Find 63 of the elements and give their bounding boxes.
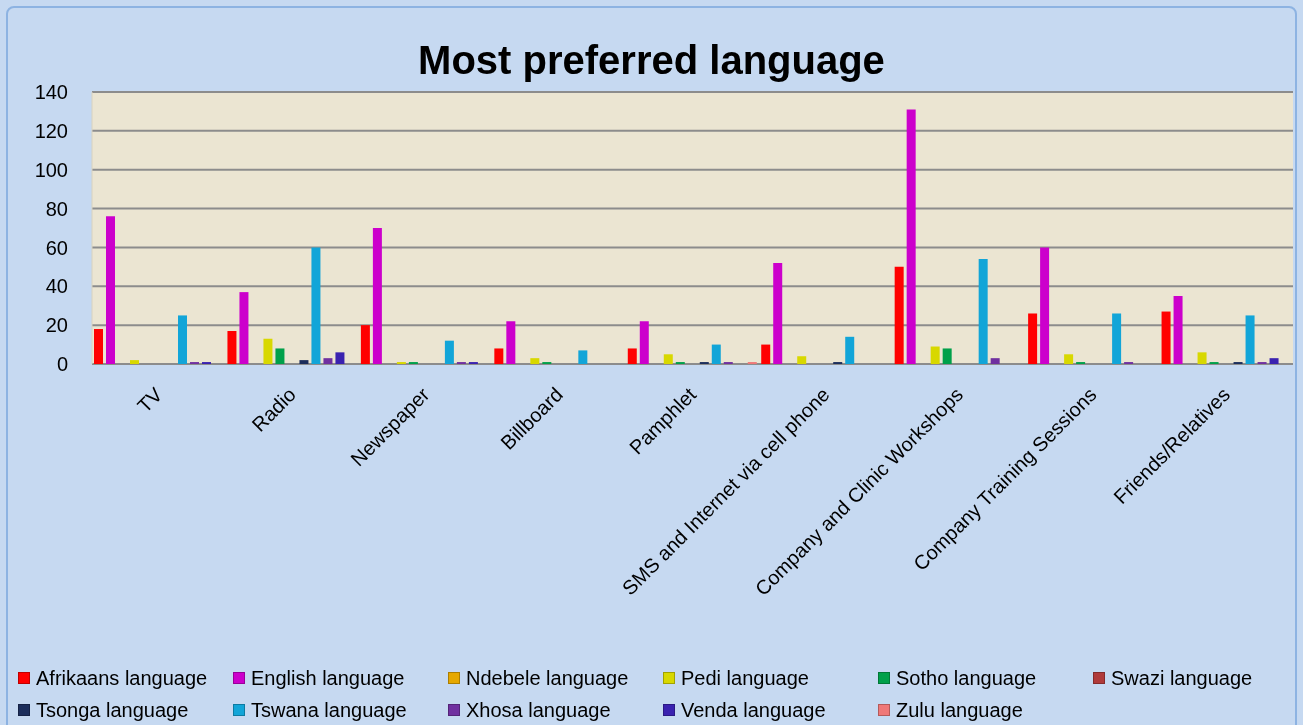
bar [761,344,771,364]
legend-label: Zulu language [896,698,1023,722]
bar [797,356,807,364]
legend-label: Sotho language [896,666,1037,690]
legend-label: Tsonga language [36,698,189,722]
bar [1197,352,1207,364]
bar [639,321,649,364]
bar [227,330,237,364]
y-tick-label: 100 [34,158,68,181]
bar [506,321,516,364]
y-tick-label: 120 [34,119,68,142]
y-tick-label: 40 [45,275,68,298]
bar [323,358,333,364]
bar [263,338,273,364]
bar [627,348,637,364]
x-tick-label: TV [132,382,168,417]
legend-label: Xhosa language [466,698,611,722]
bar [239,292,249,364]
legend-label: Afrikaans language [36,666,208,690]
bar [906,109,916,364]
bar [942,348,952,364]
legend-label: Ndebele language [466,666,629,690]
bar [1269,358,1279,364]
chart-title: Most preferred language [417,38,886,83]
bar [930,346,940,364]
bar [1028,313,1038,364]
bar [530,358,540,364]
bar [711,344,721,364]
bar [444,340,454,364]
legend-label: English language [251,666,405,690]
bar [1040,247,1050,364]
bar [894,266,904,364]
legend-label: Tswana language [251,698,407,722]
bar [578,350,588,364]
bar [1173,296,1183,364]
bar [990,358,1000,364]
y-tick-label: 140 [34,81,68,104]
y-tick-label: 80 [45,197,68,220]
bar [773,262,783,364]
bar [178,315,187,364]
y-tick-label: 20 [45,314,68,337]
legend-label: Venda language [681,698,826,722]
y-tick-label: 60 [45,236,68,259]
legend-label: Swazi language [1111,666,1253,690]
bar [311,247,321,364]
bar [372,228,382,364]
y-tick-label: 0 [56,353,68,376]
bar [275,348,285,364]
bar [845,336,855,364]
legend-label: Pedi language [681,666,809,690]
bar [1064,354,1074,364]
bar [106,216,115,364]
bar [94,329,103,364]
bar [335,352,345,364]
bar [130,360,139,364]
bar [1161,311,1171,364]
bar [494,348,504,364]
bar [1245,315,1255,364]
bar [360,325,370,364]
bar [1112,313,1122,364]
bar [663,354,673,364]
bar [978,259,988,364]
bar [299,360,309,364]
